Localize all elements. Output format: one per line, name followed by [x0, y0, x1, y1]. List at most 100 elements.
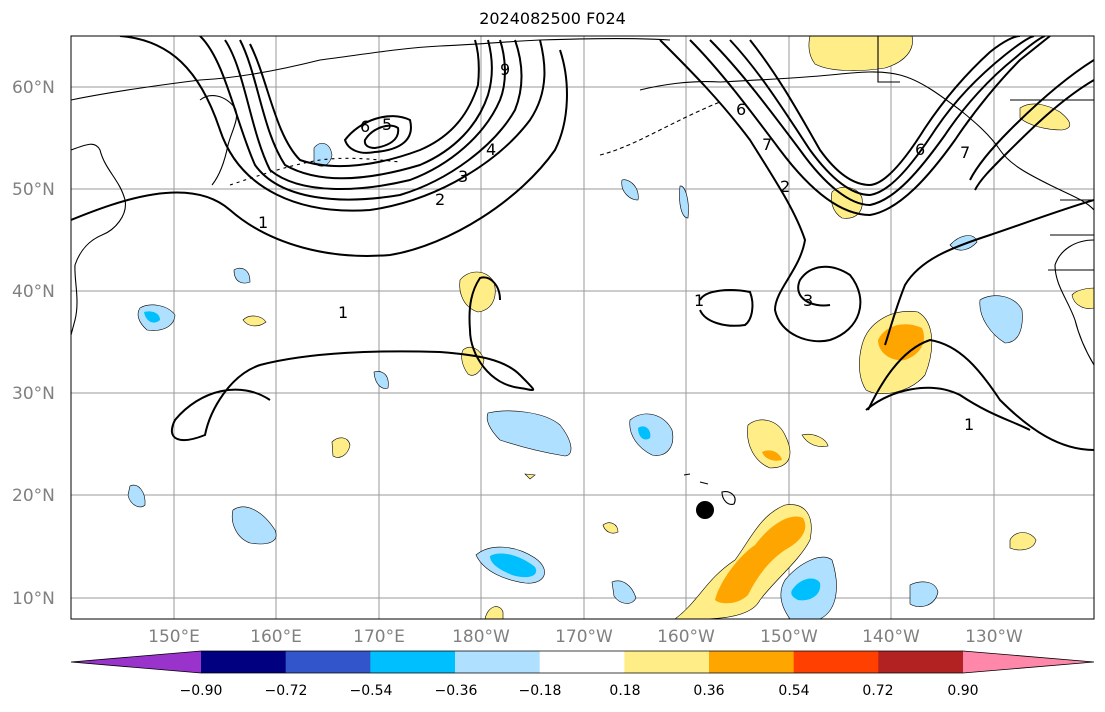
contour-line [239, 39, 493, 180]
hawaiian-islands [683, 473, 736, 505]
anomaly-shading [127, 36, 1094, 619]
contour-label: 1 [258, 213, 268, 232]
contour-line [974, 79, 1094, 191]
coastline-alaska [71, 37, 671, 101]
lon-label: 160°W [657, 627, 715, 647]
contour-line [249, 39, 480, 168]
negative-anomaly-patch [490, 553, 537, 578]
colorbar-tick-label: −0.90 [180, 683, 223, 699]
negative-anomaly-patch [233, 267, 251, 284]
lon-label: 150°E [148, 627, 200, 647]
negative-anomaly-patch [373, 371, 389, 389]
contour-label: 6 [736, 100, 746, 119]
lat-label-20n: 20°N [12, 486, 55, 506]
colorbar-tick-label: 0.54 [778, 683, 809, 699]
contour-label: 5 [382, 115, 392, 134]
lat-label-50n: 50°N [12, 180, 55, 200]
lat-label-40n: 40°N [12, 282, 55, 302]
negative-anomaly-patch [909, 581, 939, 607]
positive-anomaly-patch [242, 315, 267, 327]
colorbar-tick-label: −0.18 [519, 683, 562, 699]
lon-label: 160°E [250, 627, 302, 647]
contour-line [865, 386, 1031, 431]
lon-label: 180°W [452, 627, 510, 647]
colorbar-segment [285, 651, 371, 673]
contour-line [699, 289, 754, 327]
colorbar-tick-label: −0.36 [435, 683, 478, 699]
colorbar-segment [539, 651, 625, 673]
negative-anomaly-patch [979, 295, 1023, 344]
lat-label-60n: 60°N [12, 78, 55, 98]
positive-anomaly-patch [762, 450, 782, 461]
contour-labels: 6 5 9 4 3 2 1 1 1 3 6 7 6 7 2 1 [258, 60, 974, 434]
positive-anomaly-patch [484, 606, 504, 619]
colorbar-extend-low [71, 651, 201, 673]
lon-label: 130°W [965, 627, 1023, 647]
lon-label: 170°W [555, 627, 613, 647]
colorbar-extend-high [963, 651, 1094, 673]
contour-line [689, 36, 1051, 217]
colorbar-tick-label: −0.72 [265, 683, 308, 699]
positive-anomaly-patch [801, 433, 829, 447]
contour-label: 4 [486, 140, 496, 159]
contour-label: 3 [458, 167, 468, 186]
contour-line [119, 36, 546, 212]
positive-anomaly-patch [747, 419, 791, 469]
contour-line [867, 338, 1094, 451]
coastlines [71, 36, 1094, 505]
positive-anomaly-patch [1009, 532, 1037, 551]
negative-anomaly-patch [621, 179, 639, 201]
longitude-labels: 150°E 160°E 170°E 180°W 170°W 160°W 150°… [148, 627, 1023, 647]
contours [71, 36, 1094, 451]
colorbar-segment [370, 651, 456, 673]
colorbar-segment [455, 651, 541, 673]
contour-label: 2 [435, 190, 445, 209]
gridlines [71, 36, 1094, 619]
colorbar [70, 650, 1095, 674]
contour-label: 1 [964, 415, 974, 434]
colorbar-segment [201, 651, 287, 673]
map-plot: 6 5 9 4 3 2 1 1 1 3 6 7 6 7 2 1 [71, 36, 1094, 619]
storm-position-marker [696, 501, 714, 519]
contour-label: 7 [960, 143, 970, 162]
contour-label: 7 [762, 135, 772, 154]
negative-anomaly-patch [231, 506, 277, 545]
negative-anomaly-patch [127, 484, 146, 508]
colorbar-outline [70, 650, 1095, 674]
positive-anomaly-patch [1071, 287, 1094, 309]
contour-label: 2 [780, 177, 790, 196]
colorbar-tick-label: −0.54 [350, 683, 393, 699]
coastline-asia [71, 143, 126, 336]
contour-label: 6 [360, 117, 370, 136]
contour-line [199, 36, 523, 201]
contour-line [71, 49, 568, 257]
negative-anomaly-patch [486, 410, 572, 457]
contour-line [343, 115, 412, 154]
contour-line [729, 36, 1035, 197]
lon-label: 140°W [862, 627, 920, 647]
coastline-kamchatka [199, 95, 238, 186]
contour-line [884, 199, 1094, 346]
contour-line [749, 36, 1021, 187]
map-title: 2024082500 F024 [479, 9, 626, 28]
latitude-labels: 60°N 50°N 40°N 30°N 20°N 10°N [12, 78, 55, 609]
coastline-alaska-south [639, 71, 1094, 211]
negative-anomaly-patch [679, 185, 689, 219]
colorbar-segment [624, 651, 710, 673]
positive-anomaly-patch [808, 36, 913, 71]
lat-label-10n: 10°N [12, 589, 55, 609]
colorbar-tick-label: 0.36 [693, 683, 724, 699]
colorbar-tick-labels: −0.90 −0.72 −0.54 −0.36 −0.18 0.18 0.36 … [180, 683, 979, 699]
contour-label: 6 [915, 140, 925, 159]
negative-anomaly-patch [629, 413, 674, 456]
positive-anomaly-patch [524, 473, 536, 480]
positive-anomaly-patch [715, 516, 806, 604]
colorbar-segment [878, 651, 964, 673]
contour-line [709, 36, 1046, 207]
lat-label-30n: 30°N [12, 384, 55, 404]
negative-anomaly-patch [313, 142, 333, 167]
negative-anomaly-patch [638, 426, 651, 440]
contour-line [170, 276, 535, 441]
contour-label: 1 [694, 291, 704, 310]
